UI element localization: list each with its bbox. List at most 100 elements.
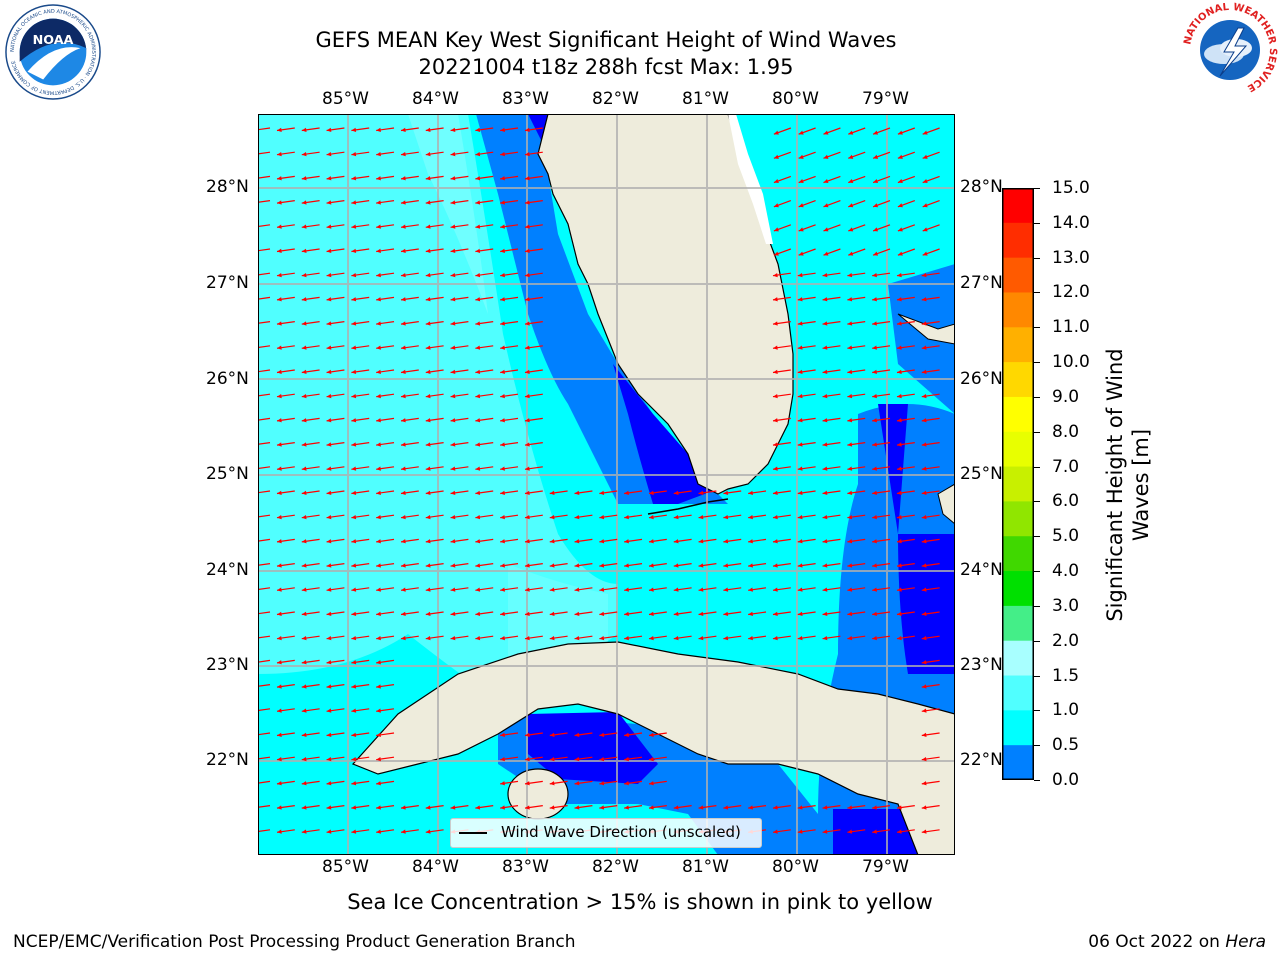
- arrow-head: [301, 611, 307, 616]
- arrow-head: [848, 227, 854, 232]
- colorbar-tick-label: 6.0: [1052, 491, 1080, 512]
- arrow-head: [425, 272, 431, 278]
- footer-date-text: 06 Oct 2022 on: [1088, 932, 1226, 952]
- arrow-head: [500, 418, 505, 423]
- arrow-head: [848, 179, 854, 184]
- arrow-head: [326, 224, 332, 229]
- arrow-head: [376, 272, 381, 278]
- arrow-head: [847, 829, 853, 834]
- arrow-head: [897, 227, 903, 232]
- nws-logo: NATIONAL WEATHER SERVICE: [1182, 2, 1278, 98]
- wave-direction-arrow: [258, 127, 271, 131]
- colorbar-swatch: [1002, 327, 1034, 363]
- wave-direction-arrow: [258, 272, 271, 276]
- arrow-head: [896, 466, 902, 471]
- colorbar-swatch: [1002, 222, 1034, 259]
- arrow-head: [301, 635, 307, 641]
- colorbar-tick: [1034, 536, 1040, 538]
- arrow-head: [922, 227, 928, 232]
- arrow-head: [872, 466, 877, 471]
- arrow-head: [549, 756, 555, 762]
- arrow-head: [549, 490, 555, 495]
- arrow-head: [748, 563, 753, 568]
- arrow-head: [475, 393, 481, 399]
- lon-label-bottom: 79°W: [862, 857, 909, 877]
- lon-label-bottom: 84°W: [412, 857, 459, 877]
- arrow-head: [847, 418, 853, 423]
- arrow-head: [797, 539, 803, 544]
- arrow-head: [773, 179, 779, 184]
- arrow-head: [748, 514, 753, 520]
- arrow-head: [450, 321, 456, 326]
- arrow-head: [475, 442, 481, 447]
- arrow-head: [450, 248, 456, 253]
- arrow-head: [896, 635, 902, 641]
- arrow-head: [425, 224, 431, 229]
- arrow-head: [276, 684, 282, 689]
- map-legend: Wind Wave Direction (unscaled): [450, 818, 762, 848]
- arrow-head: [500, 200, 505, 205]
- colorbar-tick-label: 0.5: [1052, 735, 1080, 756]
- arrow-head: [873, 130, 879, 135]
- arrow-head: [921, 635, 927, 641]
- arrow-head: [500, 176, 505, 181]
- arrow-head: [326, 660, 332, 665]
- arrow-head: [797, 369, 803, 374]
- arrow-head: [326, 756, 332, 762]
- arrow-head: [549, 805, 555, 810]
- arrow-head: [847, 442, 853, 447]
- arrow-head: [524, 781, 530, 786]
- colorbar-tick-label: 11.0: [1052, 317, 1090, 338]
- arrow-head: [376, 829, 381, 834]
- arrow-head: [921, 805, 927, 810]
- arrow-head: [524, 539, 530, 544]
- arrow-head: [301, 732, 307, 737]
- colorbar-tick: [1034, 501, 1040, 503]
- wave-direction-arrow: [258, 514, 271, 518]
- arrow-head: [748, 805, 753, 810]
- arrow-head: [326, 805, 332, 810]
- colorbar-swatch: [1002, 571, 1034, 607]
- arrow-head: [772, 297, 778, 302]
- arrow-head: [599, 611, 605, 616]
- arrow-head: [922, 203, 928, 208]
- lat-label-left: 22°N: [206, 750, 249, 770]
- colorbar-tick: [1034, 780, 1040, 781]
- arrow-head: [772, 805, 778, 810]
- arrow-head: [425, 490, 431, 495]
- arrow-head: [500, 224, 505, 229]
- arrow-head: [425, 321, 431, 326]
- arrow-head: [847, 635, 853, 641]
- lat-label-left: 25°N: [206, 464, 249, 484]
- arrow-head: [698, 514, 704, 520]
- arrow-head: [673, 805, 679, 810]
- arrow-head: [797, 321, 803, 326]
- arrow-head: [276, 563, 282, 568]
- arrow-head: [896, 829, 902, 834]
- florida-keys: [647, 498, 729, 515]
- arrow-head: [822, 611, 828, 616]
- arrow-head: [500, 466, 505, 471]
- arrow-head: [500, 321, 505, 326]
- arrow-head: [276, 732, 282, 737]
- arrow-head: [822, 369, 828, 374]
- colorbar-swatch: [1002, 640, 1034, 677]
- arrow-head: [823, 179, 829, 184]
- arrow-head: [896, 805, 902, 810]
- arrow-head: [326, 200, 332, 205]
- arrow-head: [524, 224, 530, 229]
- arrow-head: [624, 490, 629, 495]
- arrow-head: [648, 611, 654, 616]
- arrow-head: [376, 418, 381, 423]
- colorbar-tick-label: 13.0: [1052, 247, 1090, 268]
- arrow-head: [425, 563, 431, 568]
- wave-direction-arrow: [258, 635, 271, 639]
- arrow-head: [475, 490, 481, 495]
- arrow-head: [673, 563, 679, 568]
- arrow-head: [822, 563, 828, 568]
- arrow-head: [400, 490, 406, 495]
- arrow-head: [797, 611, 803, 616]
- arrow-head: [648, 635, 654, 641]
- arrow-head: [873, 203, 879, 208]
- arrow-head: [872, 563, 877, 568]
